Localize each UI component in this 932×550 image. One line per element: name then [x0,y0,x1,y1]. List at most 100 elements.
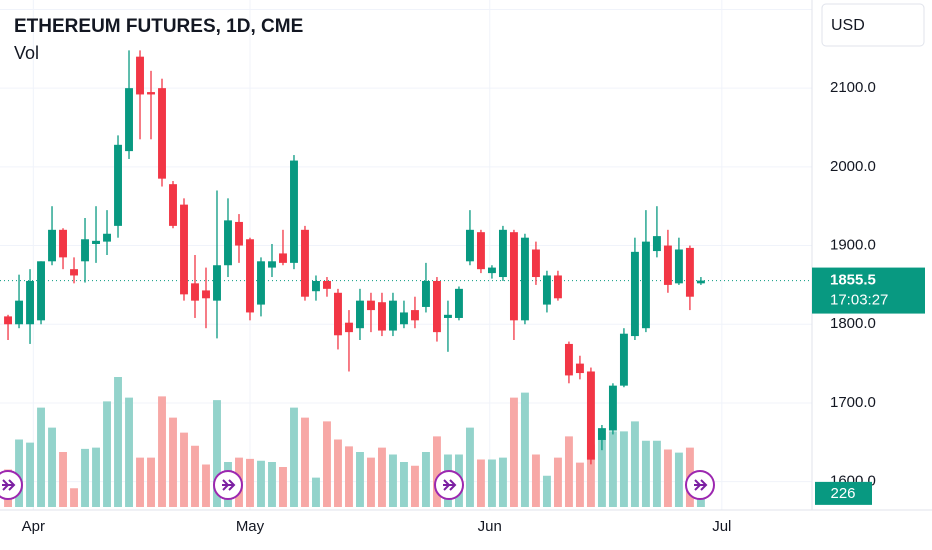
volume-bar [180,432,188,507]
event-icon[interactable] [434,470,464,500]
candle-body [158,88,166,179]
volume-bar [26,442,34,507]
event-icon-arrow [443,479,457,491]
volume-bar [334,439,342,507]
candle-body [509,232,518,321]
volume-bar [575,462,584,507]
volume-bar [37,407,45,507]
candle-body [356,300,364,329]
candle-body [608,385,617,431]
axis-labels: 1855.5 17:03:27 226 [812,267,925,505]
candle-body [652,236,661,252]
volume-bar [433,436,441,507]
candle-body [619,333,628,386]
volume-bar [652,440,661,507]
candle-body [257,261,265,305]
candle-body [312,280,320,292]
volume-bar [520,392,529,507]
event-icons [0,470,715,500]
candle-body [279,253,287,263]
candle-body [575,363,584,374]
y-tick-label: 2000.0 [830,158,876,175]
candle-body [301,229,309,297]
x-tick-label: Apr [22,518,45,535]
volume-bar [312,477,320,507]
volume-bar [509,397,518,507]
event-icon[interactable] [685,470,715,500]
candle-body [70,269,78,276]
volume-bar [59,452,67,507]
candle-body [268,261,276,268]
volume-bar [257,460,265,507]
candle-body [345,322,353,333]
volume-bar [279,467,287,507]
candle-body [191,283,199,301]
candle-body [597,428,606,440]
volume-bar [356,452,364,507]
candle-body [685,247,694,297]
volume-bar [114,377,122,507]
x-tick-label: Jul [712,518,731,535]
candle-body [26,280,34,325]
candle-body [114,144,122,226]
candle-body [641,241,650,329]
candle-body [378,302,386,331]
candle-body [389,300,397,331]
volume-bar [169,417,177,507]
volume-bar [92,447,100,507]
price-label: 1855.5 [830,272,876,289]
candle-body [498,229,507,278]
y-tick-label: 1800.0 [830,315,876,332]
volume-bar [345,446,353,507]
candle-body [586,371,595,460]
volume-bar [400,462,408,507]
candle-body [411,310,419,321]
volume-bar [290,407,298,507]
volume-bar [136,457,144,507]
candle-body [37,261,45,321]
volume-bar [498,457,507,507]
event-icon[interactable] [213,470,243,500]
currency-button[interactable] [821,3,925,47]
candle-body [487,267,496,274]
candle-body [476,232,485,270]
volume-bar [630,421,639,507]
volume-bar [15,439,23,507]
candle-body [136,56,144,95]
candle-body [674,249,683,284]
candle-body [48,229,56,262]
volume-bar [422,452,430,507]
volume-bar [103,401,111,507]
volume-bar [597,439,606,507]
y-tick-label: 2100.0 [830,79,876,96]
candles [4,50,705,465]
candle-body [696,280,705,284]
volume-bar [70,488,78,507]
volume-bar [389,454,397,507]
candle-body [81,239,89,262]
event-icon[interactable] [0,470,23,500]
volume-bar [465,427,474,507]
volume-value-label: 226 [830,485,855,502]
event-icon-arrow [2,479,16,491]
candle-body [433,280,441,333]
event-icon-arrow [222,479,236,491]
candle-body [564,343,573,376]
candle-body [290,160,298,263]
volume-bar [213,400,221,507]
candle-body [92,240,100,244]
candle-body [125,88,133,152]
candle-body [169,184,177,226]
candle-body [663,245,672,285]
volume-bar [531,454,540,507]
volume-bar [586,444,595,507]
volume-bar [378,447,386,507]
candle-body [400,312,408,325]
candle-body [202,290,210,299]
volume-bar [367,457,375,507]
candle-body [630,251,639,337]
candle-body [213,265,221,301]
candle-body [59,229,67,258]
volume-bar [487,459,496,507]
